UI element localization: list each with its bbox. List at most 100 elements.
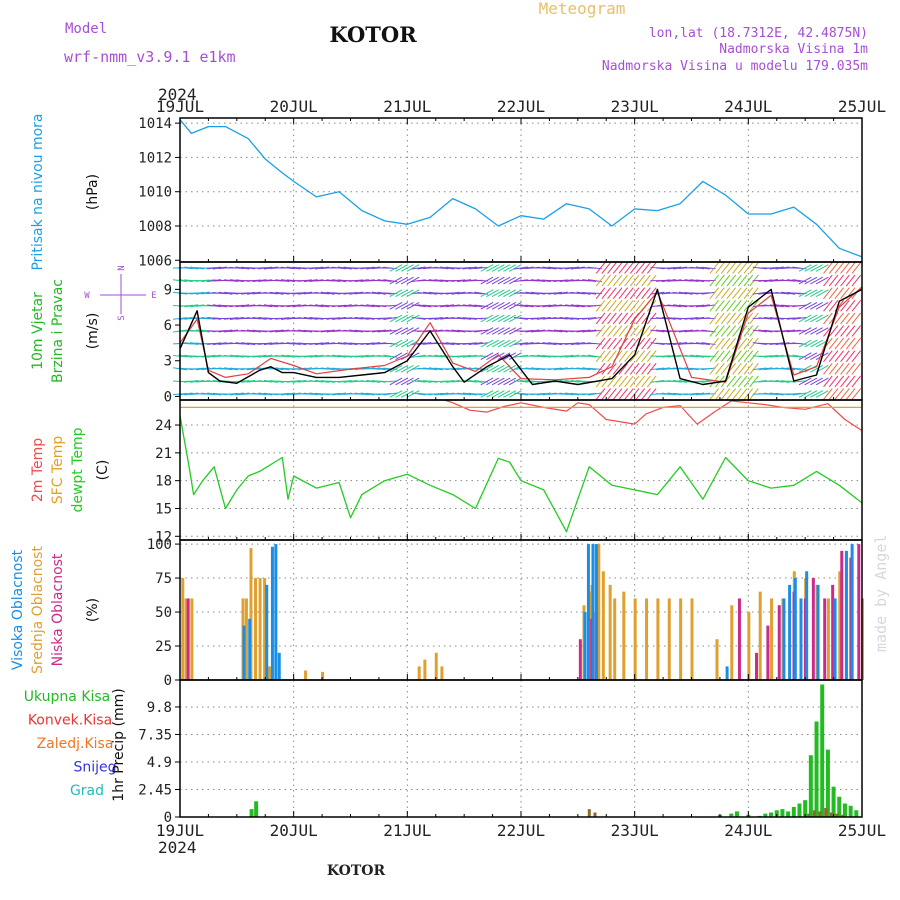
wind-arrow [764,279,779,283]
wind-arrow [840,363,850,375]
x-tick-label-top: 23JUL [611,97,659,116]
wind-arrow [445,367,460,371]
wind-arrow [178,279,193,283]
wind-arrow [207,342,222,345]
wind-arrow [497,339,511,348]
wind-arrow [229,279,244,283]
wind-arrow [612,287,623,299]
wind-arrow [389,390,403,398]
wind-arrow [798,289,812,297]
wind-arrow [178,392,193,396]
wind-arrow [224,279,239,282]
wind-arrow [258,380,273,383]
wind-arrow [212,304,227,308]
wind-arrow [828,262,839,274]
wind-arrow [486,314,499,323]
wind-arrow [834,274,845,287]
wind-arrow [715,274,725,287]
x-tick-label-bottom: 24JUL [724,821,772,840]
wind-arrow [749,363,759,375]
wind-arrow [366,304,381,308]
precip-legend-entry: Konvek.Kisa [28,713,112,729]
wind-arrow [190,329,205,333]
wind-arrow [451,291,466,295]
cloud-high-bar [274,544,278,680]
wind-arrow [650,329,665,333]
wind-arrow [737,262,748,274]
wind-arrow [629,325,640,337]
wind-arrow [486,352,499,360]
precip-frozen-bar [824,808,828,817]
wind-arrow [743,363,754,375]
wind-arrow [462,392,477,396]
wind-arrow [720,274,731,287]
wind-arrow [641,274,651,287]
wind-arrow [828,287,839,299]
wind-arrow [440,266,455,270]
wind-arrow [752,329,767,333]
model-value: wrf-nmm_v3.9.1 e1km [64,48,236,66]
wind-arrow [661,279,676,283]
wind-arrow [246,329,261,333]
wind-arrow [480,339,494,348]
wind-arrow [834,350,845,362]
wind-arrow [595,312,606,325]
pressure-line [179,119,863,258]
wind-arrow [474,317,489,320]
wind-arrow [360,380,375,383]
x-tick-label-top: 25JUL [838,97,886,116]
wind-arrow [326,367,341,371]
wind-arrow [823,274,833,287]
wind-arrow [258,304,273,308]
wind-arrow [695,304,710,308]
wind-arrow [673,342,688,346]
wind-arrow [840,337,850,350]
wind-arrow [732,388,742,400]
wind-arrow [389,314,403,323]
wind-arrow [457,392,472,396]
cloud-mid-bar [244,598,248,680]
wind-arrow [423,367,438,371]
wind-arrow [635,274,646,287]
wind-arrow [607,274,617,287]
wind-arrow [840,375,850,388]
cloud-low-bar [811,578,815,680]
wind-arrow [732,363,742,375]
wind-arrow [792,330,807,332]
precip-frozen-bar [835,813,839,817]
wind-arrow [769,304,784,308]
wind-arrow [792,392,807,396]
wind-arrow [491,327,505,335]
cloud-low-bar [755,652,759,680]
wind-arrow [395,390,409,398]
wind-arrow [491,365,505,373]
wind-arrow [451,329,466,333]
wind-arrow [635,350,646,362]
wind-arrow [400,327,414,335]
wind-arrow [491,302,505,310]
wind-arrow [815,327,829,335]
cloud-high-bar [583,612,587,680]
cloud-mid-bar [440,666,444,680]
wind-arrow [570,291,585,295]
wind-arrow [525,367,540,371]
wind-arrow [720,287,731,299]
wind-arrow [400,377,414,386]
cloud-mid-bar [730,605,734,680]
wind-arrow [792,304,807,308]
precip-total-bar [854,810,859,817]
wind-arrow [758,279,773,282]
wind-arrow [798,390,812,398]
wind-arrow [629,375,640,388]
cloud-bars [181,544,864,680]
wind-arrow [743,287,754,299]
wind-arrow [354,354,369,358]
wind-arrow [743,274,754,287]
wind-arrow [828,337,839,350]
wind-arrow [781,291,796,295]
wind-arrow [810,390,823,398]
wind-arrow [737,350,748,362]
wind-arrow [804,264,818,272]
wind-arrow [406,276,420,285]
wind-arrow [508,276,522,285]
